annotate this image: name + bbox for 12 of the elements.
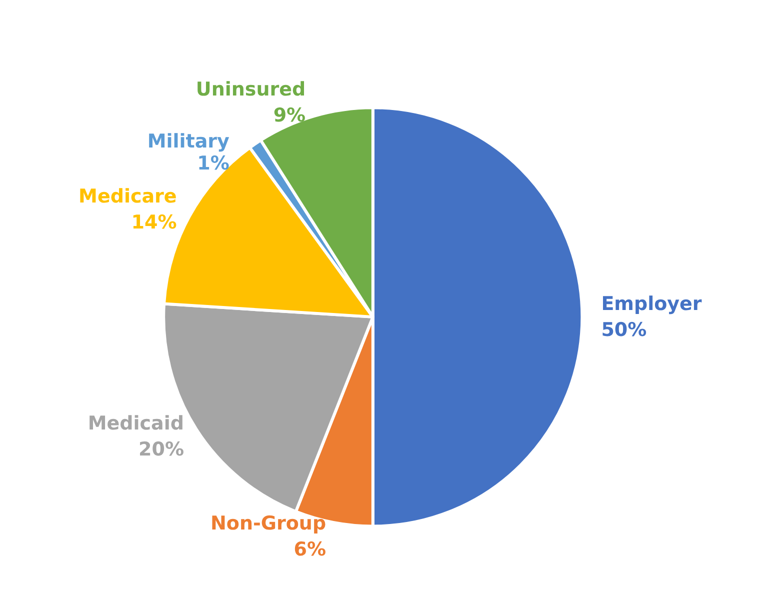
data-label: 14% xyxy=(131,211,177,234)
slice-label: Medicare xyxy=(78,185,177,208)
data-label: 20% xyxy=(138,438,184,461)
data-label: 6% xyxy=(294,538,326,560)
slice-label: Uninsured xyxy=(196,78,306,101)
slice-label: Medicaid xyxy=(88,412,184,435)
data-label: 9% xyxy=(273,104,306,127)
slice-label: Military xyxy=(147,130,230,153)
slice-label: Non-Group xyxy=(210,512,326,534)
slice-label: Employer xyxy=(601,292,702,315)
data-label: 1% xyxy=(197,152,230,175)
data-label: 50% xyxy=(601,318,647,341)
